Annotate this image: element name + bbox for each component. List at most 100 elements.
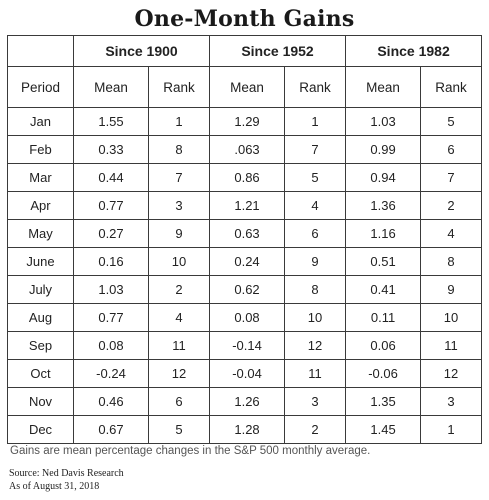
table-row: Apr 0.77 3 1.21 4 1.36 2 (7, 191, 483, 220)
table-row: Feb 0.33 8.063 7 0.99 6 (7, 135, 483, 164)
mean-since-1952-cell: .063 (209, 135, 286, 164)
mean-since-1900-cell: 0.27 (73, 219, 149, 248)
group-header-since-1900: Since 1900 (72, 35, 211, 67)
footnote: Gains are mean percentage changes in the… (10, 445, 371, 457)
rank-since-1900-cell: 6 (147, 387, 211, 416)
column-header-period: Period (7, 66, 74, 108)
rank-since-1900-cell: 7 (147, 163, 211, 192)
mean-since-1982-cell: 0.06 (345, 331, 422, 360)
rank-since-1952-cell: 2 (284, 415, 347, 444)
table-row: Aug 0.77 4 0.08 10 0.11 10 (7, 303, 483, 332)
rank-since-1900-cell: 11 (147, 331, 211, 360)
rank-since-1982-cell: 1 (420, 415, 483, 444)
column-header-rank: Rank (284, 66, 347, 108)
column-header-mean: Mean (73, 66, 149, 108)
rank-since-1982-cell: 12 (420, 359, 483, 388)
rank-since-1952-cell: 12 (284, 331, 347, 360)
mean-since-1952-cell: -0.14 (209, 331, 286, 360)
rank-since-1900-cell: 1 (147, 107, 211, 136)
group-header-since-1952: Since 1952 (209, 35, 347, 67)
column-header-mean: Mean (345, 66, 422, 108)
mean-since-1982-cell: 1.03 (345, 107, 422, 136)
mean-since-1900-cell: 0.16 (73, 247, 149, 276)
mean-since-1952-cell: 1.29 (209, 107, 286, 136)
mean-since-1982-cell: 0.94 (345, 163, 422, 192)
rank-since-1900-cell: 4 (147, 303, 211, 332)
rank-since-1900-cell: 12 (147, 359, 211, 388)
period-cell: Feb (7, 135, 74, 164)
table-row: Sep 0.08 11 -0.14 12 0.06 11 (7, 331, 483, 360)
rank-since-1982-cell: 2 (420, 191, 483, 220)
rank-since-1952-cell: 11 (284, 359, 347, 388)
mean-since-1952-cell: 0.24 (209, 247, 286, 276)
mean-since-1982-cell: 0.51 (345, 247, 422, 276)
rank-since-1982-cell: 6 (420, 135, 483, 164)
period-cell: July (7, 275, 74, 304)
period-cell: Aug (7, 303, 74, 332)
rank-since-1982-cell: 7 (420, 163, 483, 192)
rank-since-1982-cell: 4 (420, 219, 483, 248)
mean-since-1952-cell: 0.63 (209, 219, 286, 248)
mean-since-1982-cell: 1.36 (345, 191, 422, 220)
mean-since-1952-cell: 1.26 (209, 387, 286, 416)
mean-since-1982-cell: 1.35 (345, 387, 422, 416)
mean-since-1900-cell: 0.67 (73, 415, 149, 444)
mean-since-1982-cell: 1.45 (345, 415, 422, 444)
column-header-row: Period Mean Rank Mean Rank Mean Rank (7, 66, 483, 108)
rank-since-1952-cell: 6 (284, 219, 347, 248)
rank-since-1952-cell: 10 (284, 303, 347, 332)
table-body: Jan 1.55 1 1.29 1 1.03 5 Feb 0.33 8.063 7 0.99 6 Mar 0… (7, 107, 483, 444)
rank-since-1952-cell: 3 (284, 387, 347, 416)
mean-since-1952-cell: 0.08 (209, 303, 286, 332)
period-cell: May (7, 219, 74, 248)
rank-since-1982-cell: 11 (420, 331, 483, 360)
mean-since-1900-cell: 0.08 (73, 331, 149, 360)
rank-since-1952-cell: 1 (284, 107, 347, 136)
table-row: June 0.16 10 0.24 9 0.51 8 (7, 247, 483, 276)
gains-table: Since 1900 Since 1952 Since 1982 Period … (7, 35, 483, 444)
mean-since-1900-cell: 1.55 (73, 107, 149, 136)
rank-since-1952-cell: 5 (284, 163, 347, 192)
mean-since-1982-cell: 0.41 (345, 275, 422, 304)
rank-since-1952-cell: 9 (284, 247, 347, 276)
column-header-rank: Rank (420, 66, 483, 108)
period-cell: Sep (7, 331, 74, 360)
table-row: Oct -0.24 12 -0.04 11 -0.06 12 (7, 359, 483, 388)
rank-since-1900-cell: 8 (147, 135, 211, 164)
group-header-since-1982: Since 1982 (345, 35, 483, 67)
period-cell: Nov (7, 387, 74, 416)
rank-since-1900-cell: 10 (147, 247, 211, 276)
rank-since-1952-cell: 7 (284, 135, 347, 164)
mean-since-1952-cell: -0.04 (209, 359, 286, 388)
table-row: May 0.27 9 0.63 6 1.16 4 (7, 219, 483, 248)
mean-since-1900-cell: 0.33 (73, 135, 149, 164)
table-row: Jan 1.55 1 1.29 1 1.03 5 (7, 107, 483, 136)
rank-since-1900-cell: 3 (147, 191, 211, 220)
source-text: Source: Ned Davis Research (9, 468, 124, 479)
rank-since-1982-cell: 8 (420, 247, 483, 276)
mean-since-1982-cell: 0.11 (345, 303, 422, 332)
table-row: July 1.03 2 0.62 8 0.41 9 (7, 275, 483, 304)
page-title: One-Month Gains (134, 6, 355, 32)
mean-since-1952-cell: 0.86 (209, 163, 286, 192)
mean-since-1900-cell: 0.44 (73, 163, 149, 192)
rank-since-1952-cell: 8 (284, 275, 347, 304)
table-row: Mar 0.44 7 0.86 5 0.94 7 (7, 163, 483, 192)
mean-since-1982-cell: 0.99 (345, 135, 422, 164)
mean-since-1982-cell: -0.06 (345, 359, 422, 388)
mean-since-1952-cell: 1.28 (209, 415, 286, 444)
header-corner-cell (7, 35, 74, 67)
rank-since-1982-cell: 10 (420, 303, 483, 332)
table-row: Nov 0.46 6 1.26 3 1.35 3 (7, 387, 483, 416)
column-header-rank: Rank (147, 66, 211, 108)
rank-since-1952-cell: 4 (284, 191, 347, 220)
period-cell: Mar (7, 163, 74, 192)
mean-since-1900-cell: -0.24 (73, 359, 149, 388)
mean-since-1900-cell: 0.77 (73, 191, 149, 220)
period-cell: Apr (7, 191, 74, 220)
rank-since-1982-cell: 9 (420, 275, 483, 304)
period-cell: Jan (7, 107, 74, 136)
mean-since-1982-cell: 1.16 (345, 219, 422, 248)
mean-since-1900-cell: 1.03 (73, 275, 149, 304)
period-cell: Dec (7, 415, 74, 444)
